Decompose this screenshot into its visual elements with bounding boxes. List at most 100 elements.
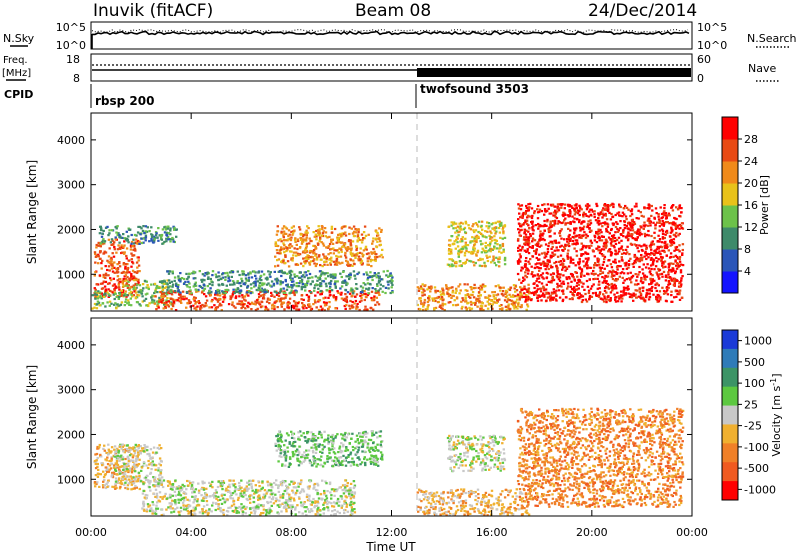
power-echo-cell [340, 235, 343, 238]
power-echo-cell [318, 240, 321, 243]
power-echo-cell [282, 239, 286, 242]
power-echo-cell [353, 302, 356, 305]
velocity-echo-cell [133, 450, 136, 453]
power-echo-cell [554, 209, 557, 212]
power-echo-cell [586, 264, 589, 267]
power-echo-cell [605, 230, 608, 233]
power-echo-cell [662, 211, 665, 214]
power-echo-cell [124, 271, 127, 274]
power-echo-cell [115, 303, 119, 306]
power-echo-cell [305, 233, 308, 236]
power-echo-cell [558, 231, 561, 234]
power-echo-cell [449, 239, 452, 242]
power-echo-cell [663, 210, 666, 213]
power-echo-cell [340, 275, 343, 279]
power-echo-cell [582, 220, 585, 223]
power-echo-cell [539, 267, 542, 270]
power-echo-cell [554, 239, 557, 242]
power-echo-cell [160, 294, 163, 298]
power-echo-cell [304, 251, 307, 254]
power-echo-cell [159, 235, 163, 238]
power-echo-cell [524, 213, 527, 216]
power-echo-cell [664, 274, 668, 277]
power-echo-cell [376, 283, 379, 286]
power-echo-cell [124, 265, 127, 268]
power-echo-cell [579, 267, 582, 270]
power-echo-cell [604, 246, 608, 249]
power-echo-cell [473, 237, 476, 240]
power-echo-cell [651, 278, 654, 281]
power-echo-cell [501, 244, 505, 248]
power-echo-cell [585, 233, 588, 236]
power-echo-cell [440, 296, 443, 299]
velocity-echo-cell [103, 484, 106, 487]
power-echo-cell [661, 261, 665, 264]
power-echo-cell [594, 262, 597, 265]
power-echo-cell [128, 279, 131, 282]
power-echo-cell [681, 264, 685, 267]
velocity-echo-cell [127, 462, 130, 465]
power-echo-cell [141, 289, 144, 292]
power-echo-cell [498, 231, 502, 234]
power-echo-cell [491, 291, 494, 294]
power-echo-cell [641, 296, 645, 299]
power-echo-cell [627, 292, 630, 295]
power-echo-cell [575, 234, 579, 237]
power-echo-cell [355, 307, 358, 310]
power-echo-cell [454, 222, 457, 225]
power-echo-cell [672, 222, 675, 225]
nsearch-label: N.Search [747, 32, 797, 45]
power-echo-cell [661, 262, 664, 265]
velocity-echo-cell [130, 467, 133, 470]
power-echo-cell [103, 242, 106, 245]
power-echo-cell [632, 221, 636, 224]
power-echo-cell [380, 278, 383, 281]
power-echo-cell [615, 221, 618, 224]
power-echo-cell [316, 276, 320, 279]
power-echo-cell [429, 290, 432, 293]
velocity-echo-cell [123, 451, 126, 454]
power-echo-cell [650, 267, 653, 271]
power-echo-cell [370, 252, 374, 255]
power-echo-cell [643, 221, 646, 224]
power-echo-cell [514, 305, 517, 308]
power-echo-cell [279, 280, 283, 283]
power-echo-cell [536, 277, 539, 280]
power-echo-cell [325, 285, 328, 288]
power-echo-cell [120, 244, 123, 247]
power-echo-cell [462, 299, 465, 302]
power-echo-cell [538, 210, 541, 213]
power-echo-cell [602, 221, 605, 225]
power-echo-cell [220, 304, 223, 307]
power-echo-cell [637, 228, 640, 231]
power-echo-cell [490, 236, 494, 239]
power-echo-cell [355, 245, 358, 248]
power-echo-cell [637, 250, 640, 253]
power-echo-cell [229, 283, 232, 286]
power-echo-cell [162, 292, 166, 295]
power-echo-cell [649, 246, 652, 249]
power-echo-cell [579, 235, 583, 238]
power-echo-cell [454, 226, 458, 230]
velocity-echo-cell [135, 465, 138, 469]
velocity-echo-cell [100, 455, 103, 458]
power-echo-cell [609, 218, 613, 221]
power-echo-cell [231, 301, 234, 304]
power-echo-cell [140, 292, 144, 295]
power-echo-cell [558, 203, 561, 206]
power-echo-cell [305, 257, 308, 260]
power-echo-cell [179, 280, 182, 283]
power-echo-cell [350, 287, 353, 290]
power-echo-cell [279, 289, 282, 292]
power-echo-cell [471, 293, 474, 297]
power-echo-cell [582, 244, 585, 247]
power-echo-cell [450, 296, 453, 299]
power-echo-cell [279, 283, 282, 286]
power-echo-cell [498, 256, 501, 259]
power-echo-cell [527, 260, 530, 263]
power-echo-cell [607, 259, 610, 262]
power-echo-cell [518, 234, 521, 237]
power-echo-cell [543, 264, 546, 267]
power-echo-cell [640, 259, 643, 262]
power-echo-cell [572, 262, 575, 265]
